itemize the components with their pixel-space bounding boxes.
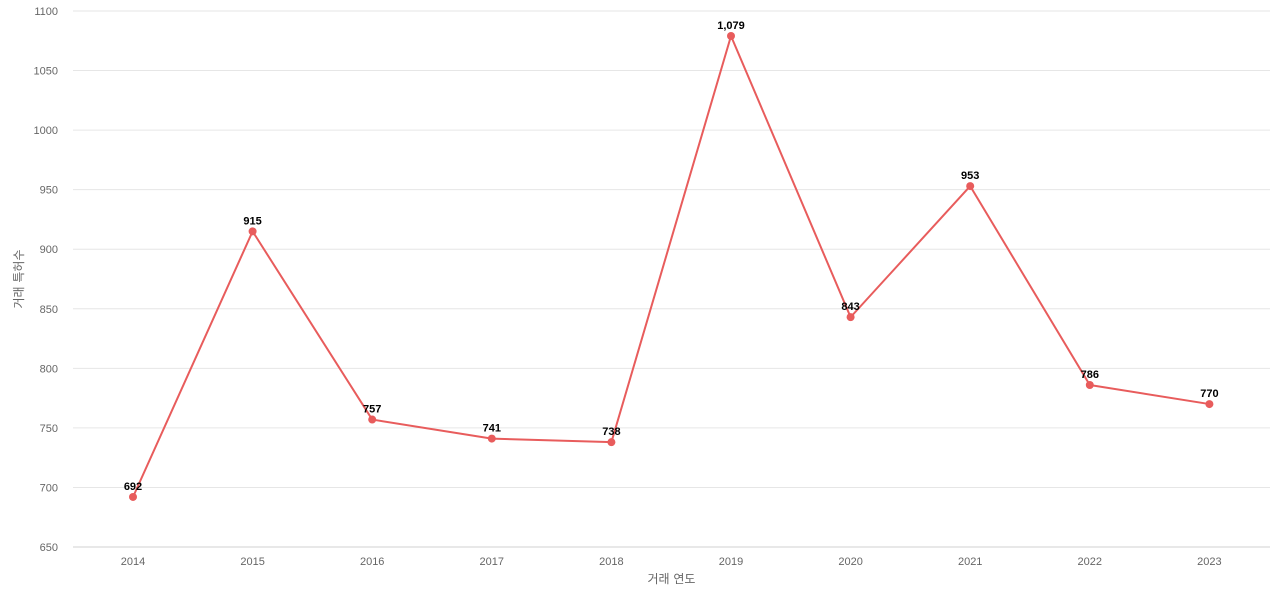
data-point xyxy=(1205,400,1214,409)
y-axis-ticks: 650 700 750 800 850 900 950 1000 1050 1100 xyxy=(34,6,58,554)
y-tick-label: 1100 xyxy=(34,6,58,18)
data-label: 738 xyxy=(602,426,620,438)
x-axis-title: 거래 연도 xyxy=(648,572,696,586)
x-tick-label: 2016 xyxy=(360,556,384,568)
data-label: 741 xyxy=(483,423,501,435)
y-axis-title: 거래 특허수 xyxy=(12,249,26,308)
gridlines xyxy=(73,10,1270,488)
data-point xyxy=(368,415,377,424)
y-tick-label: 900 xyxy=(40,244,58,256)
x-tick-label: 2014 xyxy=(121,556,145,568)
data-point xyxy=(727,32,735,41)
data-label: 757 xyxy=(363,404,381,416)
y-tick-label: 850 xyxy=(40,304,58,316)
y-tick-label: 950 xyxy=(40,185,58,197)
data-point xyxy=(487,434,496,443)
x-tick-label: 2021 xyxy=(958,556,982,568)
x-tick-label: 2020 xyxy=(838,556,862,568)
y-tick-label: 1000 xyxy=(34,125,58,137)
y-tick-label: 650 xyxy=(40,542,58,554)
x-tick-label: 2015 xyxy=(240,556,264,568)
x-tick-label: 2018 xyxy=(599,556,623,568)
data-label: 915 xyxy=(243,215,261,227)
series-line xyxy=(132,35,1210,498)
y-tick-label: 1050 xyxy=(34,66,58,78)
y-tick-label: 700 xyxy=(40,482,58,494)
series-group xyxy=(129,32,1214,501)
data-labels: 692 915 757 741 738 1,079 843 953 786 770 xyxy=(124,20,1219,493)
data-point xyxy=(846,313,855,322)
data-point xyxy=(129,492,137,501)
data-label: 692 xyxy=(124,481,142,493)
data-label: 843 xyxy=(841,301,859,313)
data-label: 953 xyxy=(961,170,979,182)
y-tick-label: 800 xyxy=(40,363,58,375)
x-tick-label: 2022 xyxy=(1078,556,1102,568)
x-tick-label: 2023 xyxy=(1197,556,1221,568)
data-point xyxy=(607,438,616,447)
data-point xyxy=(966,182,975,191)
x-tick-label: 2019 xyxy=(719,556,743,568)
data-point xyxy=(248,227,257,236)
data-label: 1,079 xyxy=(717,20,745,32)
data-label: 786 xyxy=(1081,369,1099,381)
x-axis-ticks: 2014 2015 2016 2017 2018 2019 2020 2021 2022 2023 xyxy=(121,556,1222,568)
data-point xyxy=(1085,381,1094,390)
x-tick-label: 2017 xyxy=(480,556,504,568)
data-label: 770 xyxy=(1200,388,1218,400)
y-tick-label: 750 xyxy=(40,423,58,435)
